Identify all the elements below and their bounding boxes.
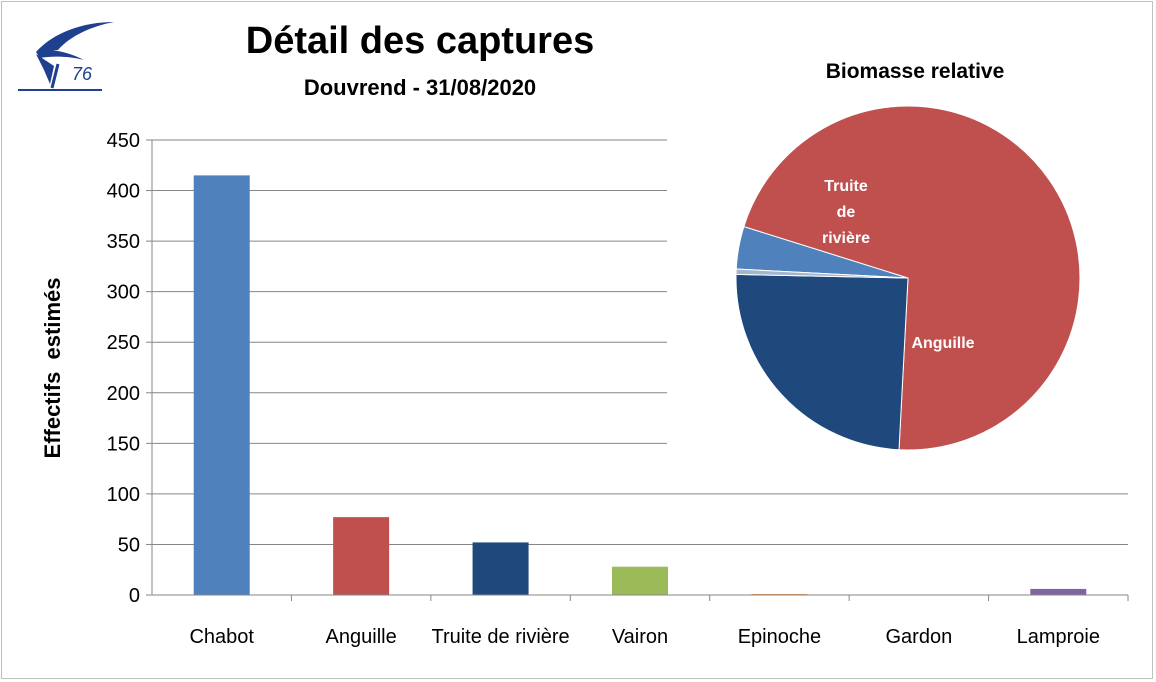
pie-slice (735, 273, 909, 451)
chart-title: Détail des captures (245, 20, 595, 62)
pie-title: Biomasse relative (825, 60, 1005, 83)
y-axis-label: Effectifs estimés (40, 278, 65, 459)
y-tick-label: 400 (107, 181, 140, 203)
bar-truite-de-rivi-re (472, 542, 529, 595)
y-tick-labels: 0 50 100 150 200 250 300 350 400 450 (107, 130, 140, 607)
axes (146, 139, 1129, 601)
logo-number: 76 (72, 64, 93, 84)
y-tick-label: 300 (107, 282, 140, 304)
fish-logo: 76 (18, 22, 114, 91)
bar-epinoche (751, 593, 808, 595)
y-tick-label: 250 (107, 332, 140, 354)
x-tick-label: Gardon (885, 626, 952, 648)
y-tick-label: 200 (107, 383, 140, 405)
bar-vairon (612, 566, 668, 595)
bar-lamproie (1030, 588, 1087, 595)
y-tick-label: 350 (107, 231, 140, 253)
y-tick-label: 50 (118, 534, 140, 556)
bars (193, 175, 1087, 595)
bar-chabot (193, 175, 250, 595)
y-tick-label: 100 (107, 484, 140, 506)
chart-subtitle: Douvrend - 31/08/2020 (303, 75, 537, 100)
x-tick-label: Epinoche (738, 626, 821, 648)
y-tick-label: 450 (107, 130, 140, 152)
bar-anguille (333, 517, 390, 595)
y-tick-label: 0 (129, 585, 140, 607)
pie-slice (735, 268, 909, 279)
y-tick-label: 150 (107, 433, 140, 455)
x-tick-label: Lamproie (1017, 626, 1100, 648)
x-tick-label: Anguille (326, 626, 397, 648)
x-tick-label: Truite de rivière (431, 626, 569, 648)
pie-slice (743, 105, 1081, 451)
category-labels: Chabot Anguille Truite de rivière Vairon Epi… (189, 626, 1100, 648)
pie-slice-label: Truite de rivière (822, 178, 870, 247)
pie-slice-label: Anguille (911, 335, 974, 352)
x-tick-label: Vairon (612, 626, 668, 648)
x-tick-label: Chabot (189, 626, 254, 648)
